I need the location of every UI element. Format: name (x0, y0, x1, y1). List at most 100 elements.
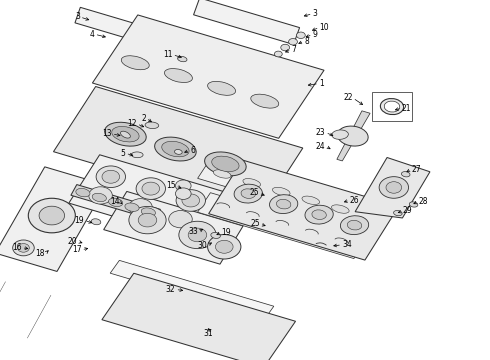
Circle shape (28, 198, 75, 233)
Polygon shape (71, 185, 160, 220)
Text: 28: 28 (418, 197, 428, 206)
Text: 10: 10 (319, 23, 329, 32)
Ellipse shape (145, 122, 159, 129)
Text: 14: 14 (110, 197, 120, 206)
Text: 34: 34 (342, 240, 352, 249)
Text: 33: 33 (188, 228, 198, 236)
Text: 8: 8 (304, 37, 309, 46)
Ellipse shape (409, 202, 418, 207)
Text: 32: 32 (166, 285, 175, 294)
Circle shape (182, 194, 199, 207)
Circle shape (281, 44, 290, 51)
Circle shape (136, 178, 166, 199)
Circle shape (179, 221, 216, 249)
Polygon shape (69, 155, 227, 241)
Ellipse shape (205, 152, 246, 176)
Circle shape (289, 39, 297, 45)
Polygon shape (355, 157, 430, 218)
Ellipse shape (208, 81, 236, 95)
Text: 18: 18 (36, 249, 45, 258)
Circle shape (39, 206, 65, 225)
Text: 23: 23 (316, 128, 325, 137)
Ellipse shape (112, 126, 139, 142)
Circle shape (208, 234, 241, 259)
Circle shape (102, 170, 120, 183)
Circle shape (129, 199, 152, 216)
Text: 25: 25 (249, 188, 259, 197)
Circle shape (96, 166, 125, 188)
Text: 12: 12 (127, 120, 137, 129)
Text: 4: 4 (90, 30, 95, 39)
Ellipse shape (125, 203, 139, 211)
Ellipse shape (91, 219, 101, 225)
Ellipse shape (305, 205, 333, 224)
Ellipse shape (131, 152, 143, 158)
Polygon shape (75, 7, 146, 42)
Circle shape (142, 182, 160, 195)
Circle shape (89, 187, 112, 204)
Ellipse shape (177, 57, 187, 62)
Polygon shape (209, 160, 399, 260)
Ellipse shape (384, 101, 400, 112)
Text: 13: 13 (102, 129, 112, 138)
Text: 19: 19 (74, 216, 84, 225)
Circle shape (296, 32, 305, 39)
Ellipse shape (122, 56, 149, 70)
Polygon shape (337, 111, 370, 161)
Ellipse shape (276, 199, 291, 209)
Circle shape (176, 190, 205, 211)
Ellipse shape (241, 189, 255, 198)
Text: 7: 7 (292, 45, 296, 54)
Text: 31: 31 (203, 329, 213, 338)
Circle shape (216, 240, 233, 253)
Polygon shape (110, 260, 274, 319)
Ellipse shape (380, 99, 404, 114)
Ellipse shape (393, 211, 402, 216)
Text: 19: 19 (221, 228, 231, 237)
Ellipse shape (165, 68, 193, 82)
Text: 3: 3 (75, 12, 80, 22)
Circle shape (175, 188, 191, 199)
Polygon shape (93, 15, 324, 138)
Ellipse shape (108, 198, 123, 207)
Circle shape (129, 206, 166, 234)
Ellipse shape (312, 210, 326, 220)
Ellipse shape (341, 216, 368, 235)
Text: 24: 24 (316, 141, 325, 150)
Text: 30: 30 (197, 241, 207, 250)
Ellipse shape (155, 137, 196, 161)
Ellipse shape (243, 179, 261, 187)
Ellipse shape (162, 141, 189, 157)
Polygon shape (102, 273, 295, 360)
Circle shape (188, 228, 207, 242)
Ellipse shape (121, 131, 130, 138)
Ellipse shape (92, 193, 106, 202)
Ellipse shape (270, 195, 298, 213)
Text: 15: 15 (166, 181, 175, 190)
Ellipse shape (401, 172, 410, 177)
Text: 26: 26 (350, 196, 360, 204)
Polygon shape (0, 167, 106, 271)
Text: 17: 17 (72, 246, 81, 254)
Circle shape (13, 240, 34, 256)
Circle shape (169, 211, 192, 228)
Text: 20: 20 (68, 237, 77, 246)
Text: 9: 9 (313, 30, 318, 39)
Text: 11: 11 (163, 50, 172, 59)
Ellipse shape (251, 94, 279, 108)
Ellipse shape (141, 208, 155, 216)
Ellipse shape (234, 184, 262, 203)
Ellipse shape (272, 187, 290, 196)
Ellipse shape (302, 196, 319, 204)
Circle shape (18, 244, 29, 252)
Circle shape (175, 180, 191, 192)
Ellipse shape (338, 126, 368, 146)
Text: 29: 29 (403, 207, 413, 215)
Text: 25: 25 (250, 219, 260, 228)
Polygon shape (104, 192, 243, 264)
Ellipse shape (332, 205, 349, 213)
Text: 6: 6 (190, 146, 195, 155)
Ellipse shape (105, 122, 146, 146)
Text: 3: 3 (313, 9, 318, 18)
Text: 2: 2 (141, 113, 146, 122)
